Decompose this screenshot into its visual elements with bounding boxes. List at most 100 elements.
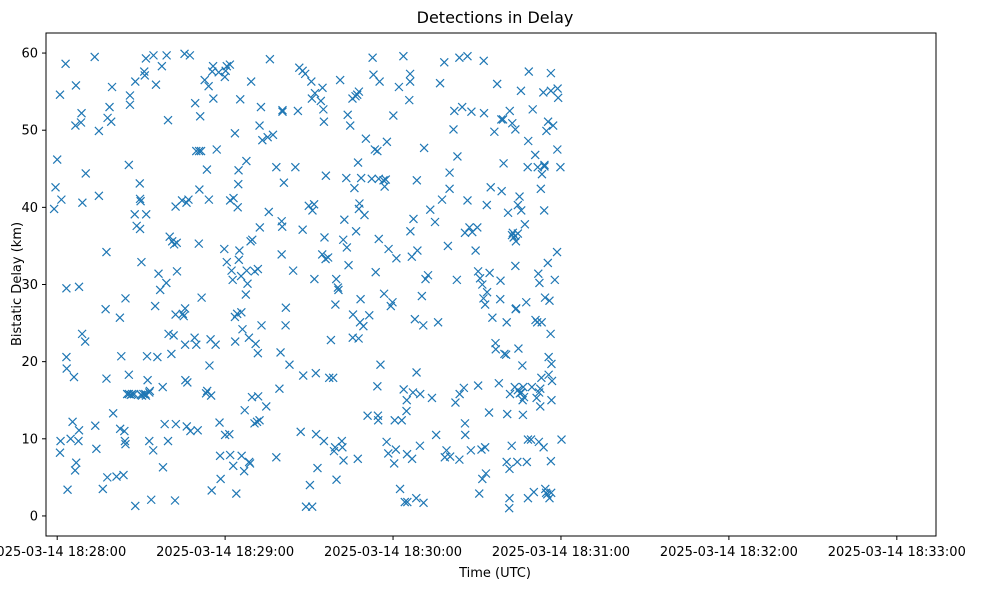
data-point — [505, 493, 514, 503]
data-point — [61, 59, 71, 69]
data-point — [255, 222, 265, 232]
data-point — [71, 81, 81, 90]
data-point — [544, 370, 554, 380]
data-point — [415, 389, 425, 399]
data-point — [548, 121, 558, 131]
data-point — [345, 121, 355, 131]
data-point — [502, 409, 512, 419]
data-point — [532, 393, 542, 403]
data-point — [539, 206, 549, 215]
data-point — [505, 464, 514, 474]
data-point — [540, 160, 549, 170]
data-point — [313, 463, 322, 473]
data-point — [431, 430, 441, 440]
data-point — [253, 391, 263, 401]
data-point — [408, 388, 418, 397]
data-point — [547, 359, 556, 369]
data-point — [304, 201, 314, 211]
data-point — [180, 340, 190, 350]
data-point — [307, 502, 317, 512]
data-point — [70, 466, 80, 475]
data-point — [152, 352, 162, 362]
data-point — [98, 484, 108, 494]
data-point — [219, 244, 229, 254]
data-point — [539, 442, 549, 452]
data-point — [364, 310, 374, 320]
data-point — [234, 165, 243, 175]
data-point — [68, 417, 78, 427]
data-point — [427, 393, 437, 403]
x-tick-label: 2025-03-14 18:30:00 — [324, 545, 462, 560]
data-point — [316, 96, 326, 106]
data-point — [412, 175, 422, 185]
data-point — [215, 418, 224, 428]
data-point — [204, 195, 214, 205]
data-point — [412, 246, 422, 255]
data-point — [208, 94, 218, 103]
data-point — [459, 383, 469, 393]
data-point — [265, 54, 275, 64]
data-point — [463, 51, 472, 61]
data-point — [102, 247, 111, 257]
data-point — [451, 398, 460, 407]
data-point — [522, 457, 532, 467]
data-point — [179, 311, 189, 321]
data-point — [321, 171, 331, 181]
data-point — [271, 452, 281, 462]
data-point — [178, 309, 188, 319]
data-point — [430, 217, 440, 227]
data-point — [399, 384, 409, 394]
data-point — [106, 117, 116, 127]
data-point — [234, 246, 244, 255]
data-point — [255, 415, 264, 425]
data-point — [496, 276, 505, 286]
data-point — [394, 82, 404, 92]
data-point — [518, 410, 528, 420]
data-point — [311, 429, 321, 439]
plot-frame — [45, 32, 937, 537]
data-point — [185, 50, 195, 60]
data-point — [412, 368, 421, 377]
data-point — [124, 370, 134, 380]
data-point — [318, 83, 327, 93]
data-point — [535, 384, 545, 394]
data-point — [545, 296, 554, 306]
data-point — [339, 215, 349, 225]
data-point — [477, 474, 487, 484]
data-point — [402, 497, 412, 507]
data-point — [74, 282, 84, 292]
data-point — [363, 411, 372, 421]
data-point — [372, 146, 382, 156]
data-point — [402, 406, 411, 416]
data-point — [180, 49, 189, 59]
data-point — [255, 121, 264, 131]
data-point — [370, 145, 380, 154]
data-point — [454, 53, 464, 63]
data-point — [445, 184, 455, 194]
data-point — [540, 162, 549, 171]
data-point — [319, 117, 329, 127]
data-point — [107, 82, 117, 92]
y-tick-label: 40 — [21, 201, 38, 216]
data-point — [229, 193, 238, 203]
data-point — [215, 451, 225, 461]
data-point — [196, 146, 206, 156]
data-point — [326, 335, 336, 345]
data-point — [307, 94, 317, 103]
data-point — [296, 427, 306, 437]
x-tick-label: 2025-03-14 18:33:00 — [828, 545, 966, 560]
data-point — [480, 300, 490, 309]
data-point — [353, 454, 363, 464]
data-point — [410, 314, 420, 324]
data-point — [514, 344, 523, 353]
data-point — [251, 339, 261, 349]
data-point — [333, 283, 343, 293]
data-point — [355, 199, 364, 208]
data-point — [318, 104, 328, 114]
data-point — [261, 401, 271, 411]
data-point — [115, 313, 125, 323]
data-point — [207, 486, 217, 495]
data-point — [546, 488, 556, 498]
data-point — [235, 94, 245, 104]
data-point — [552, 145, 562, 154]
